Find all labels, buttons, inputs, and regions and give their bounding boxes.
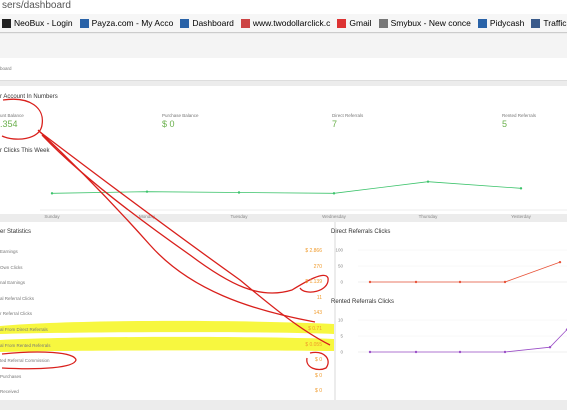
y-tick-label: 10 <box>338 318 344 323</box>
point <box>414 280 418 284</box>
bookmark-label: Pidycash <box>489 18 525 28</box>
point <box>426 180 430 183</box>
stat-label: Own Clicks <box>0 264 23 270</box>
section-title: er Statistics <box>0 229 32 235</box>
stat-label: r Referral Clicks <box>0 311 33 317</box>
point <box>503 350 507 354</box>
bookmark-icon <box>240 18 250 28</box>
point <box>368 280 372 284</box>
bookmark[interactable]: www.twodollarclick.c <box>240 18 331 28</box>
bookmark[interactable]: Smybux - New conce <box>378 18 471 28</box>
point <box>237 191 241 194</box>
bookmark[interactable]: Payza.com - My Acco <box>79 18 174 28</box>
bookmark[interactable]: NeoBux - Login <box>2 18 73 28</box>
y-tick-label: 5 <box>340 334 343 339</box>
bookmark-label: Dashboard <box>192 18 234 28</box>
line <box>370 329 567 353</box>
line <box>51 181 522 194</box>
bookmark-label: Gmail <box>349 18 372 28</box>
card-label: Purchase Balance <box>162 113 199 118</box>
point <box>368 350 372 354</box>
stat-value: 11 <box>316 294 322 301</box>
card-value: 7 <box>332 119 338 129</box>
point <box>503 280 507 284</box>
x-tick-label: Yesterday <box>511 214 532 219</box>
stat-value: $ 1.139 <box>305 279 322 286</box>
x-tick-label: Thursday <box>419 214 439 219</box>
point <box>519 187 523 190</box>
stat-value: $ 2.866 <box>305 248 322 254</box>
stat-value: $ 0 <box>315 372 322 379</box>
stat-label: Purchases <box>0 373 22 379</box>
section-title: r Clicks This Week <box>0 148 50 154</box>
section-title: r Account In Numbers <box>0 94 58 100</box>
bookmark[interactable]: Dashboard <box>180 18 234 28</box>
stat-label: al From Rented Referrals <box>0 342 51 348</box>
stat-label: Earnings <box>0 249 18 254</box>
stat-value: 143 <box>313 310 322 317</box>
bookmark-icon <box>378 18 388 28</box>
stat-value: $ 0 <box>315 357 322 364</box>
line <box>370 261 561 283</box>
header <box>0 58 567 81</box>
stat-value: $ 0.71 <box>308 326 322 332</box>
bookmark-icon <box>477 18 487 28</box>
bookmark[interactable]: Traffic Hurricane <box>531 18 567 28</box>
y-tick-label: 0 <box>340 280 343 285</box>
bookmark-label: NeoBux - Login <box>14 18 73 28</box>
bookmark-icon <box>79 18 89 28</box>
y-tick-label: 100 <box>335 248 343 253</box>
point <box>414 350 418 354</box>
card-label: Rented Referrals <box>502 113 537 118</box>
bookmark-label: Payza.com - My Acco <box>91 18 174 28</box>
y-tick-label: 0 <box>340 350 343 355</box>
bookmark-icon <box>180 18 190 28</box>
stat-label: al From Direct Referrals <box>0 327 48 332</box>
y-tick-label: 50 <box>338 264 344 269</box>
stat-label: nal Earnings <box>0 280 26 286</box>
point <box>458 280 462 284</box>
point <box>50 192 54 195</box>
point <box>332 192 336 195</box>
point <box>548 346 552 349</box>
stat-label: Received <box>0 389 19 395</box>
x-tick-label: Tuesday <box>230 214 248 219</box>
stat-value: $ 0.055 <box>305 341 322 348</box>
section-title: Direct Referrals Clicks <box>331 229 391 235</box>
bookmark-label: www.twodollarclick.c <box>252 18 331 28</box>
bookmark-icon <box>2 18 11 28</box>
stat-value: 270 <box>313 263 322 270</box>
card-value: 5 <box>502 119 508 129</box>
bookmark-label: Smybux - New conce <box>390 18 471 28</box>
bookmark-label: Traffic Hurricane <box>543 18 567 28</box>
bookmark[interactable]: Pidycash <box>477 18 525 28</box>
card-value: .354 <box>0 119 18 129</box>
card-label: unt Balance <box>0 113 24 118</box>
top-band <box>0 34 567 58</box>
point <box>458 350 462 354</box>
stat-label: ted Referral Commission <box>0 358 50 364</box>
bookmarks-bar: NeoBux - Login Payza.com - My Acco Dashboa… <box>0 14 567 33</box>
x-tick-label: Wednesday <box>322 214 346 219</box>
breadcrumb[interactable]: board <box>0 66 12 71</box>
card-label: Direct Referrals <box>332 113 364 118</box>
point <box>558 260 562 264</box>
x-tick-label: Monday <box>139 214 156 219</box>
stat-label: al Referral Clicks <box>0 295 35 301</box>
bookmark-icon <box>531 18 541 28</box>
x-tick-label: Sunday <box>44 214 60 219</box>
stat-value: $ 0 <box>315 388 322 395</box>
charts-panel <box>336 222 567 400</box>
address-bar[interactable]: sers/dashboard <box>0 0 567 14</box>
card-value: $ 0 <box>162 119 175 129</box>
bookmark-icon <box>337 18 347 28</box>
point <box>145 190 149 193</box>
bookmark[interactable]: Gmail <box>337 18 372 28</box>
section-title: Rented Referrals Clicks <box>331 299 395 305</box>
